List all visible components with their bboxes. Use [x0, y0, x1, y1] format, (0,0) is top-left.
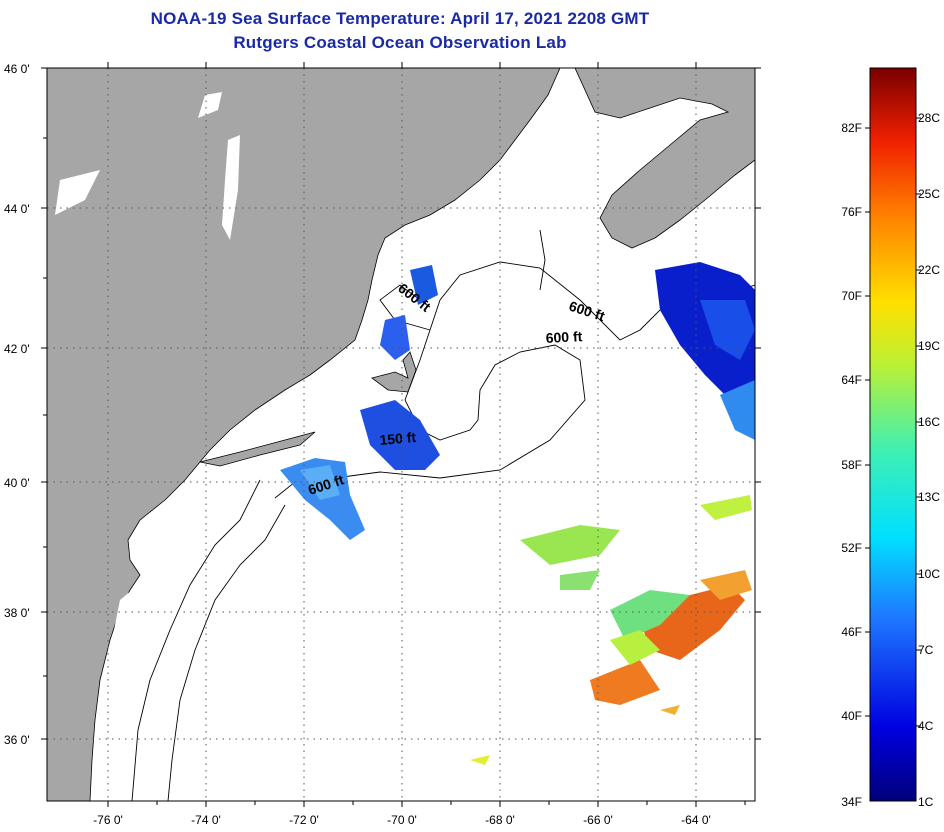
land-nova-scotia [574, 68, 755, 249]
lon-label: -64 0' [681, 813, 711, 827]
lon-label: -74 0' [191, 813, 221, 827]
depth-contours [131, 229, 755, 801]
colorbar-f-labels: 82F 76F 70F 64F 58F 52F 46F 40F 34F [841, 121, 862, 809]
colorbar-f-label: 82F [841, 121, 862, 135]
colorbar-c-label: 10C [918, 567, 940, 581]
lon-label: -76 0' [93, 813, 123, 827]
colorbar-c-label: 4C [918, 719, 934, 733]
land-long-island [199, 431, 316, 467]
colorbar-f-label: 40F [841, 709, 862, 723]
colorbar-c-label: 1C [918, 795, 934, 809]
lat-label: 42 0' [4, 342, 30, 356]
graticule [47, 68, 755, 801]
axis-ticks [41, 62, 761, 807]
colorbar-ticks [865, 117, 921, 727]
lat-label: 36 0' [4, 733, 30, 747]
land-cape-cod [371, 351, 417, 393]
map-title: NOAA-19 Sea Surface Temperature: April 1… [150, 9, 650, 28]
sst-patches [280, 262, 755, 765]
lat-label: 40 0' [4, 476, 30, 490]
contour-label: 600 ft [545, 328, 583, 346]
lon-label: -68 0' [485, 813, 515, 827]
colorbar-c-label: 22C [918, 263, 940, 277]
colorbar [869, 67, 917, 802]
colorbar-c-label: 25C [918, 187, 940, 201]
contour-label: 150 ft [379, 429, 417, 448]
colorbar-f-label: 52F [841, 541, 862, 555]
colorbar-c-label: 28C [918, 111, 940, 125]
lon-label: -70 0' [387, 813, 417, 827]
colorbar-f-label: 34F [841, 795, 862, 809]
map-subtitle: Rutgers Coastal Ocean Observation Lab [233, 33, 567, 52]
colorbar-c-label: 16C [918, 415, 940, 429]
lat-label: 46 0' [4, 62, 30, 76]
lon-label: -66 0' [583, 813, 613, 827]
lat-label: 38 0' [4, 606, 30, 620]
colorbar-f-label: 70F [841, 289, 862, 303]
lat-label: 44 0' [4, 202, 30, 216]
map-frame [46, 67, 756, 802]
latitude-labels: 46 0' 44 0' 42 0' 40 0' 38 0' 36 0' [4, 62, 30, 747]
colorbar-f-label: 58F [841, 458, 862, 472]
colorbar-f-label: 46F [841, 625, 862, 639]
land-us-coast [47, 68, 561, 801]
longitude-labels: -76 0' -74 0' -72 0' -70 0' -68 0' -66 0… [93, 813, 711, 827]
colorbar-c-label: 19C [918, 339, 940, 353]
colorbar-c-label: 13C [918, 490, 940, 504]
colorbar-c-labels: 28C 25C 22C 19C 16C 13C 10C 7C 4C 1C [918, 111, 940, 809]
lon-label: -72 0' [289, 813, 319, 827]
colorbar-c-label: 7C [918, 643, 934, 657]
colorbar-f-label: 64F [841, 373, 862, 387]
colorbar-f-label: 76F [841, 205, 862, 219]
